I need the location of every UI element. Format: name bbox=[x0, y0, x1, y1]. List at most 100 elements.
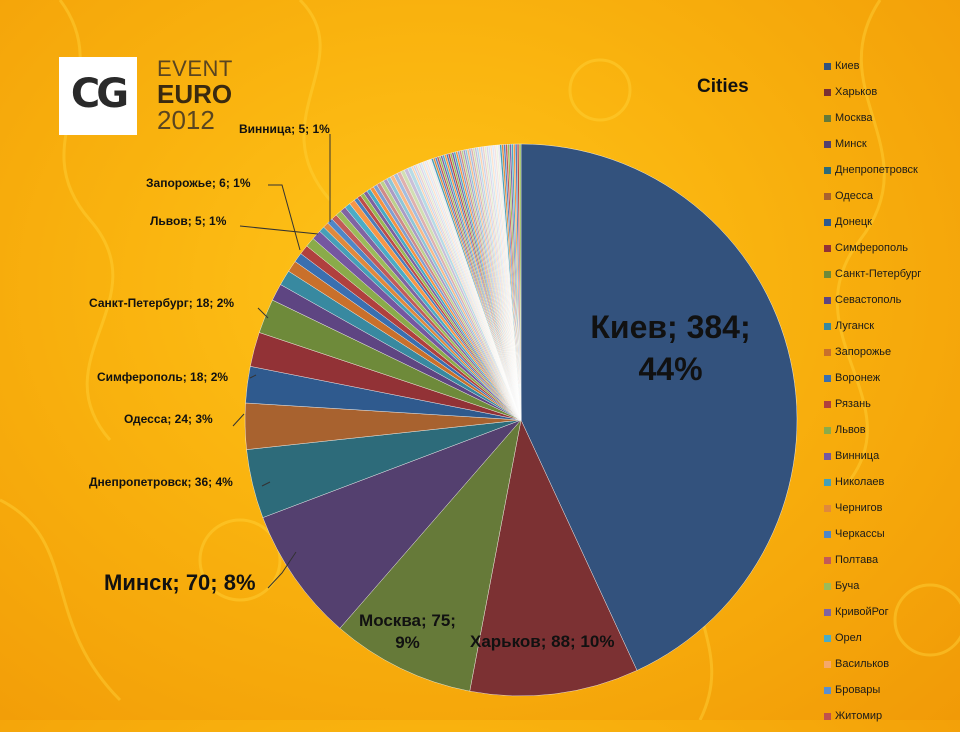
legend-label: Севастополь bbox=[835, 294, 902, 306]
legend-swatch bbox=[824, 427, 831, 434]
legend-label: Васильков bbox=[835, 658, 890, 670]
legend-item: Симферополь bbox=[824, 238, 921, 264]
legend-item: Винница bbox=[824, 446, 921, 472]
logo-line-event: EVENT bbox=[157, 56, 233, 81]
leader-line-3 bbox=[249, 374, 257, 379]
legend-label: Черкассы bbox=[835, 528, 885, 540]
legend-label: Николаев bbox=[835, 476, 885, 488]
data-label-Симферополь: Симферополь; 18; 2% bbox=[97, 370, 229, 384]
legend-label: Киев bbox=[835, 60, 860, 72]
legend-swatch bbox=[824, 297, 831, 304]
legend-swatch bbox=[824, 167, 831, 174]
data-label-Санкт-Петербург: Санкт-Петербург; 18; 2% bbox=[89, 296, 235, 310]
leader-line-2 bbox=[232, 413, 245, 427]
legend-swatch bbox=[824, 479, 831, 486]
legend-label: Санкт-Петербург bbox=[835, 268, 922, 280]
legend-label: Винница bbox=[835, 450, 880, 462]
chart-legend: Киев Харьков Москва Минск Днепропетровск Одес… bbox=[824, 56, 921, 732]
legend-swatch bbox=[824, 219, 831, 226]
legend-item: Николаев bbox=[824, 472, 921, 498]
data-label-Харьков: Харьков; 88; 10% bbox=[470, 632, 615, 651]
legend-swatch bbox=[824, 583, 831, 590]
logo-monogram: CG bbox=[70, 71, 129, 117]
legend-label: Орел bbox=[835, 632, 862, 644]
event-logo-text: EVENT EURO 2012 bbox=[157, 56, 233, 135]
data-label-Запорожье: Запорожье; 6; 1% bbox=[146, 176, 251, 190]
legend-swatch bbox=[824, 453, 831, 460]
legend-swatch bbox=[824, 89, 831, 96]
logo-line-year: 2012 bbox=[157, 105, 215, 135]
legend-label: Чернигов bbox=[835, 502, 883, 514]
legend-label: Луганск bbox=[835, 320, 875, 332]
legend-item: Львов bbox=[824, 420, 921, 446]
leader-line-5 bbox=[268, 184, 301, 251]
legend-item: Минск bbox=[824, 134, 921, 160]
legend-item: Одесса bbox=[824, 186, 921, 212]
leader-line-1 bbox=[261, 481, 271, 487]
legend-swatch bbox=[824, 687, 831, 694]
legend-swatch bbox=[824, 375, 831, 382]
legend-swatch bbox=[824, 635, 831, 642]
legend-item: Черкассы bbox=[824, 524, 921, 550]
legend-item: Полтава bbox=[824, 550, 921, 576]
legend-swatch bbox=[824, 141, 831, 148]
legend-item: Санкт-Петербург bbox=[824, 264, 921, 290]
legend-item: Орел bbox=[824, 628, 921, 654]
legend-item: Севастополь bbox=[824, 290, 921, 316]
chart-title: Cities bbox=[697, 76, 749, 97]
legend-item: Харьков bbox=[824, 82, 921, 108]
leader-line-6 bbox=[239, 225, 319, 235]
legend-label: Буча bbox=[835, 580, 860, 592]
legend-swatch bbox=[824, 271, 831, 278]
legend-label: Минск bbox=[835, 138, 867, 150]
legend-label: Житомир bbox=[835, 710, 883, 722]
legend-item: КривойРог bbox=[824, 602, 921, 628]
legend-item: Киев bbox=[824, 56, 921, 82]
legend-label: Симферополь bbox=[835, 242, 909, 254]
legend-item: Буча bbox=[824, 576, 921, 602]
legend-label: КривойРог bbox=[835, 606, 889, 618]
legend-item: Чернигов bbox=[824, 498, 921, 524]
legend-swatch bbox=[824, 609, 831, 616]
legend-label: Львов bbox=[835, 424, 866, 436]
legend-swatch bbox=[824, 245, 831, 252]
pie-slice-1 bbox=[469, 419, 638, 697]
legend-item: Москва bbox=[824, 108, 921, 134]
legend-swatch bbox=[824, 401, 831, 408]
pie-slice-3 bbox=[262, 419, 522, 629]
leader-line-0 bbox=[267, 551, 297, 589]
legend-swatch bbox=[824, 661, 831, 668]
legend-label: Воронеж bbox=[835, 372, 881, 384]
company-logo: CG bbox=[59, 57, 137, 135]
legend-label: Полтава bbox=[835, 554, 879, 566]
legend-swatch bbox=[824, 349, 831, 356]
pie-slice-2 bbox=[339, 419, 522, 692]
legend-label: Донецк bbox=[835, 216, 872, 228]
legend-swatch bbox=[824, 193, 831, 200]
legend-item: Воронеж bbox=[824, 368, 921, 394]
legend-swatch bbox=[824, 557, 831, 564]
legend-item: Луганск bbox=[824, 316, 921, 342]
data-label-Одесса: Одесса; 24; 3% bbox=[124, 412, 213, 426]
legend-swatch bbox=[824, 531, 831, 538]
legend-swatch bbox=[824, 505, 831, 512]
legend-swatch bbox=[824, 323, 831, 330]
legend-label: Одесса bbox=[835, 190, 873, 202]
data-label-Львов: Львов; 5; 1% bbox=[150, 214, 227, 228]
legend-label: Днепропетровск bbox=[835, 164, 918, 176]
legend-item: Бровары bbox=[824, 680, 921, 706]
legend-label: Запорожье bbox=[835, 346, 892, 358]
legend-item: Житомир bbox=[824, 706, 921, 732]
legend-label: Бровары bbox=[835, 684, 881, 696]
pie-slice-minor-82 bbox=[518, 143, 522, 421]
data-label-Днепропетровск: Днепропетровск; 36; 4% bbox=[89, 475, 233, 489]
legend-label: Рязань bbox=[835, 398, 871, 410]
data-label-Минск: Минск; 70; 8% bbox=[104, 570, 256, 595]
leader-line-4 bbox=[257, 307, 269, 319]
legend-swatch bbox=[824, 115, 831, 122]
logo-line-euro: EURO bbox=[157, 79, 233, 109]
legend-item: Донецк bbox=[824, 212, 921, 238]
legend-item: Днепропетровск bbox=[824, 160, 921, 186]
legend-label: Москва bbox=[835, 112, 873, 124]
